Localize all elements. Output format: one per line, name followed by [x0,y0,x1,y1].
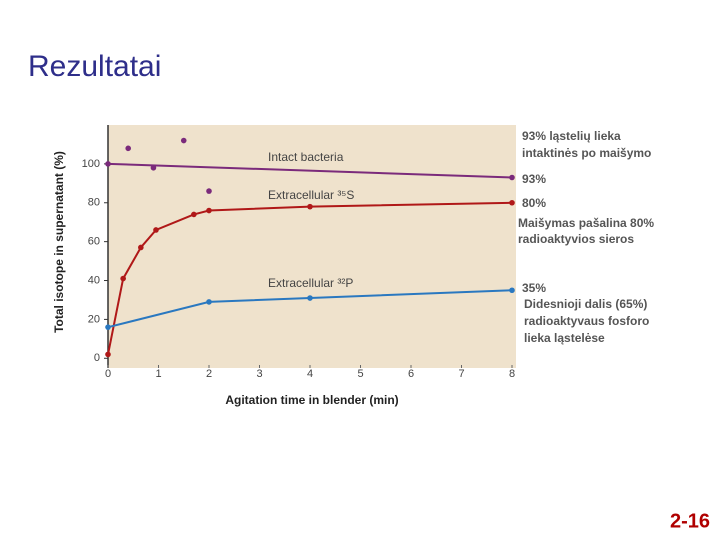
x-tick-label: 6 [408,368,414,380]
annotation: 93% [522,172,546,186]
series-line [107,289,513,329]
annotation: radioaktyvaus fosforo [524,314,649,328]
x-tick-label: 3 [256,368,262,380]
y-tick-label: 20 [88,313,100,325]
data-point [180,137,187,144]
x-tick-label: 8 [509,368,515,380]
data-point [138,244,144,251]
series-label: Extracellular ³⁵S [268,188,354,202]
annotation: Didesnioji dalis (65%) [524,297,647,311]
data-point [307,295,313,301]
data-point [307,203,313,210]
data-point [191,211,197,218]
x-tick-label: 2 [206,368,212,380]
data-point [105,351,111,358]
series-line [107,201,513,355]
data-point [105,324,111,330]
slide-number: 2-16 [670,510,710,532]
data-point [150,164,157,171]
data-point [153,227,159,233]
annotation: intaktinės po maišymo [522,146,651,160]
slide-title: Rezultatai [28,50,161,83]
data-point [509,287,515,294]
data-point [125,145,131,152]
data-point [509,199,515,206]
data-point [509,174,515,181]
annotation: lieka ląstelėse [524,331,605,345]
y-tick-label: 60 [88,236,100,248]
y-axis-label: Total isotope in supernatant (%) [52,151,66,333]
x-tick-label: 5 [357,368,363,380]
annotation: Maišymas pašalina 80% [518,216,654,230]
y-tick-label: 40 [88,274,100,286]
data-point [206,188,212,194]
data-point [206,207,212,214]
x-tick-label: 0 [105,368,111,380]
x-tick-label: 1 [155,368,161,380]
annotation: 80% [522,196,546,210]
y-tick-label: 100 [82,158,100,170]
series-label: Intact bacteria [268,150,344,164]
x-tick-label: 4 [307,368,313,380]
y-tick-label: 0 [94,352,100,364]
series-line [107,162,513,179]
annotation: radioaktyvios sieros [518,232,634,246]
x-tick-label: 7 [458,368,464,380]
data-point [120,275,126,282]
y-tick-label: 80 [88,197,100,209]
x-axis-label: Agitation time in blender (min) [225,393,398,407]
data-point [206,299,212,305]
series-label: Extracellular ³²P [268,276,353,290]
annotation: 35% [522,281,546,295]
annotation: 93% ląstelių lieka [522,129,621,143]
data-point [105,161,111,167]
